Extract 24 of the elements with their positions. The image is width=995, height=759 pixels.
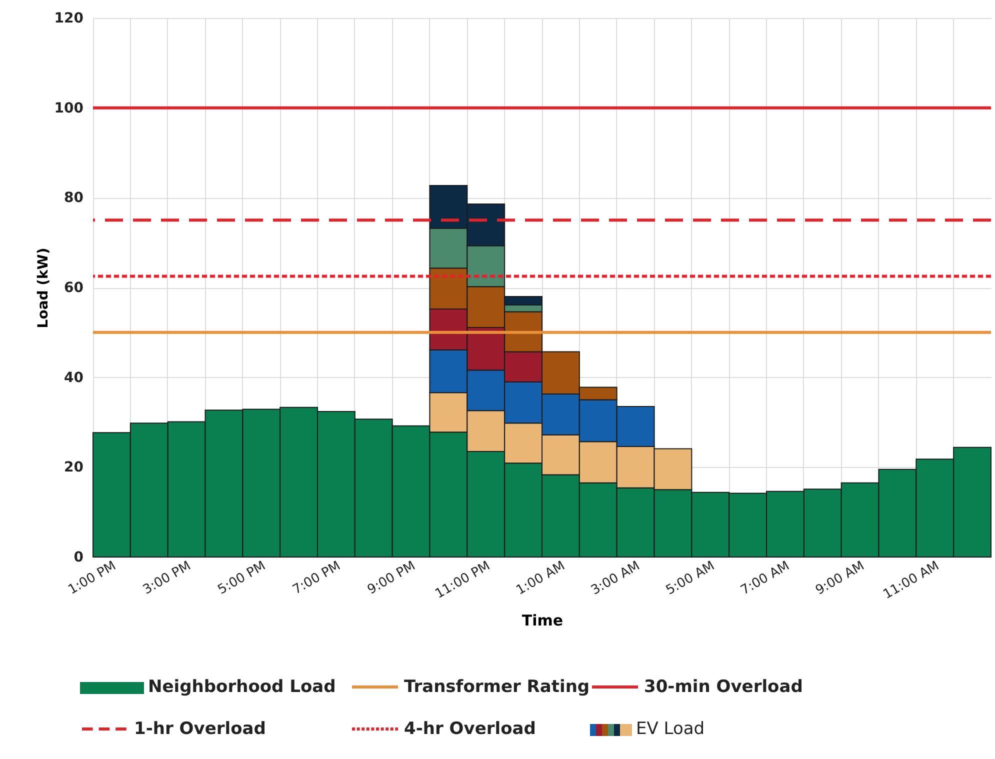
y-tick-label: 0	[74, 550, 84, 566]
x-tick-label: 1:00 AM	[514, 558, 568, 598]
legend-label: 1-hr Overload	[134, 719, 266, 739]
y-tick-label: 20	[64, 460, 84, 476]
y-tick-label: 120	[54, 10, 84, 26]
y-tick-label: 60	[64, 280, 84, 296]
x-tick-label: 7:00 PM	[290, 558, 344, 598]
y-tick-label: 100	[54, 100, 84, 116]
x-tick-label: 9:00 PM	[365, 558, 418, 598]
y-tick-label: 40	[64, 370, 84, 386]
x-tick-label: 5:00 PM	[216, 558, 268, 598]
x-tick-label: 3:00 PM	[140, 558, 194, 598]
legend-label: 30-min Overload	[644, 677, 803, 697]
x-axis-title: Time	[522, 612, 564, 630]
legend-label: 4-hr Overload	[404, 719, 536, 739]
y-axis-title: Load (kW)	[35, 248, 52, 328]
x-tick-label: 3:00 AM	[588, 558, 643, 598]
legend-label: EV Load	[636, 719, 705, 739]
y-tick-label: 80	[64, 190, 84, 206]
x-tick-label: 7:00 AM	[738, 558, 792, 598]
x-tick-label: 5:00 AM	[664, 558, 718, 598]
x-tick-label: 9:00 AM	[813, 558, 868, 598]
legend-label: Neighborhood Load	[148, 677, 336, 697]
legend-label: Transformer Rating	[404, 677, 590, 697]
